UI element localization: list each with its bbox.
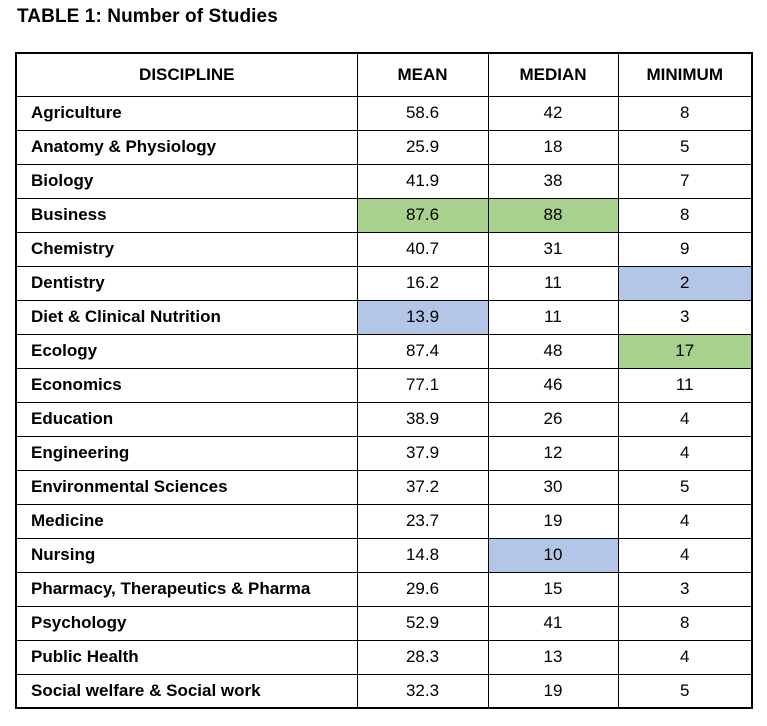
cell-mean: 13.9 bbox=[356, 299, 489, 335]
table-row: Diet & Clinical Nutrition 13.9 11 3 bbox=[15, 299, 753, 335]
cell-minimum: 5 bbox=[617, 129, 753, 165]
cell-mean: 25.9 bbox=[356, 129, 489, 165]
table-row: Nursing 14.8 10 4 bbox=[15, 537, 753, 573]
table-row: Pharmacy, Therapeutics & Pharma 29.6 15 3 bbox=[15, 571, 753, 607]
cell-median: 88 bbox=[487, 197, 619, 233]
cell-mean: 87.6 bbox=[356, 197, 489, 233]
cell-discipline: Education bbox=[15, 401, 358, 437]
cell-mean: 29.6 bbox=[356, 571, 489, 607]
column-header-mean: MEAN bbox=[356, 52, 489, 97]
cell-discipline: Psychology bbox=[15, 605, 358, 641]
cell-discipline: Public Health bbox=[15, 639, 358, 675]
cell-minimum: 7 bbox=[617, 163, 753, 199]
cell-minimum: 17 bbox=[617, 333, 753, 369]
cell-discipline: Dentistry bbox=[15, 265, 358, 301]
cell-median: 11 bbox=[487, 265, 619, 301]
cell-mean: 16.2 bbox=[356, 265, 489, 301]
cell-minimum: 4 bbox=[617, 435, 753, 471]
table-body: Agriculture 58.6 42 8 Anatomy & Physiology 25… bbox=[15, 95, 753, 709]
table-row: Education 38.9 26 4 bbox=[15, 401, 753, 437]
cell-median: 48 bbox=[487, 333, 619, 369]
cell-mean: 40.7 bbox=[356, 231, 489, 267]
cell-median: 13 bbox=[487, 639, 619, 675]
cell-median: 19 bbox=[487, 673, 619, 709]
cell-discipline: Agriculture bbox=[15, 95, 358, 131]
cell-discipline: Diet & Clinical Nutrition bbox=[15, 299, 358, 335]
cell-discipline: Nursing bbox=[15, 537, 358, 573]
table-caption: TABLE 1: Number of Studies bbox=[17, 6, 278, 27]
cell-discipline: Medicine bbox=[15, 503, 358, 539]
cell-minimum: 8 bbox=[617, 95, 753, 131]
cell-minimum: 5 bbox=[617, 469, 753, 505]
cell-discipline: Business bbox=[15, 197, 358, 233]
table-row: Dentistry 16.2 11 2 bbox=[15, 265, 753, 301]
table-row: Ecology 87.4 48 17 bbox=[15, 333, 753, 369]
cell-minimum: 3 bbox=[617, 571, 753, 607]
cell-minimum: 8 bbox=[617, 605, 753, 641]
cell-minimum: 4 bbox=[617, 401, 753, 437]
column-header-median: MEDIAN bbox=[487, 52, 619, 97]
cell-mean: 58.6 bbox=[356, 95, 489, 131]
table-row: Medicine 23.7 19 4 bbox=[15, 503, 753, 539]
cell-median: 26 bbox=[487, 401, 619, 437]
cell-mean: 77.1 bbox=[356, 367, 489, 403]
cell-minimum: 8 bbox=[617, 197, 753, 233]
column-header-minimum: MINIMUM bbox=[617, 52, 753, 97]
cell-median: 41 bbox=[487, 605, 619, 641]
table-row: Economics 77.1 46 11 bbox=[15, 367, 753, 403]
cell-minimum: 9 bbox=[617, 231, 753, 267]
cell-minimum: 4 bbox=[617, 639, 753, 675]
cell-minimum: 2 bbox=[617, 265, 753, 301]
cell-median: 18 bbox=[487, 129, 619, 165]
cell-mean: 37.2 bbox=[356, 469, 489, 505]
cell-mean: 41.9 bbox=[356, 163, 489, 199]
cell-mean: 37.9 bbox=[356, 435, 489, 471]
cell-median: 15 bbox=[487, 571, 619, 607]
cell-discipline: Anatomy & Physiology bbox=[15, 129, 358, 165]
cell-minimum: 11 bbox=[617, 367, 753, 403]
cell-median: 30 bbox=[487, 469, 619, 505]
cell-discipline: Biology bbox=[15, 163, 358, 199]
cell-median: 10 bbox=[487, 537, 619, 573]
cell-discipline: Engineering bbox=[15, 435, 358, 471]
table-row: Business 87.6 88 8 bbox=[15, 197, 753, 233]
cell-mean: 28.3 bbox=[356, 639, 489, 675]
number-of-studies-table: DISCIPLINE MEAN MEDIAN MINIMUM Agriculture 5… bbox=[15, 52, 753, 709]
cell-minimum: 3 bbox=[617, 299, 753, 335]
table-row: Anatomy & Physiology 25.9 18 5 bbox=[15, 129, 753, 165]
table-row: Public Health 28.3 13 4 bbox=[15, 639, 753, 675]
cell-mean: 38.9 bbox=[356, 401, 489, 437]
table-row: Biology 41.9 38 7 bbox=[15, 163, 753, 199]
cell-mean: 14.8 bbox=[356, 537, 489, 573]
cell-minimum: 4 bbox=[617, 537, 753, 573]
cell-median: 38 bbox=[487, 163, 619, 199]
table-row: Agriculture 58.6 42 8 bbox=[15, 95, 753, 131]
cell-median: 46 bbox=[487, 367, 619, 403]
cell-discipline: Economics bbox=[15, 367, 358, 403]
column-header-discipline: DISCIPLINE bbox=[15, 52, 358, 97]
cell-median: 42 bbox=[487, 95, 619, 131]
cell-mean: 32.3 bbox=[356, 673, 489, 709]
cell-discipline: Pharmacy, Therapeutics & Pharma bbox=[15, 571, 358, 607]
cell-mean: 23.7 bbox=[356, 503, 489, 539]
cell-mean: 87.4 bbox=[356, 333, 489, 369]
table-row: Psychology 52.9 41 8 bbox=[15, 605, 753, 641]
cell-discipline: Chemistry bbox=[15, 231, 358, 267]
cell-discipline: Ecology bbox=[15, 333, 358, 369]
table-row: Environmental Sciences 37.2 30 5 bbox=[15, 469, 753, 505]
table-row: Chemistry 40.7 31 9 bbox=[15, 231, 753, 267]
cell-discipline: Social welfare & Social work bbox=[15, 673, 358, 709]
cell-minimum: 5 bbox=[617, 673, 753, 709]
cell-median: 11 bbox=[487, 299, 619, 335]
cell-median: 31 bbox=[487, 231, 619, 267]
cell-mean: 52.9 bbox=[356, 605, 489, 641]
header-row: DISCIPLINE MEAN MEDIAN MINIMUM bbox=[15, 52, 753, 97]
cell-median: 19 bbox=[487, 503, 619, 539]
cell-discipline: Environmental Sciences bbox=[15, 469, 358, 505]
table-row: Social welfare & Social work 32.3 19 5 bbox=[15, 673, 753, 709]
cell-minimum: 4 bbox=[617, 503, 753, 539]
cell-median: 12 bbox=[487, 435, 619, 471]
table-row: Engineering 37.9 12 4 bbox=[15, 435, 753, 471]
